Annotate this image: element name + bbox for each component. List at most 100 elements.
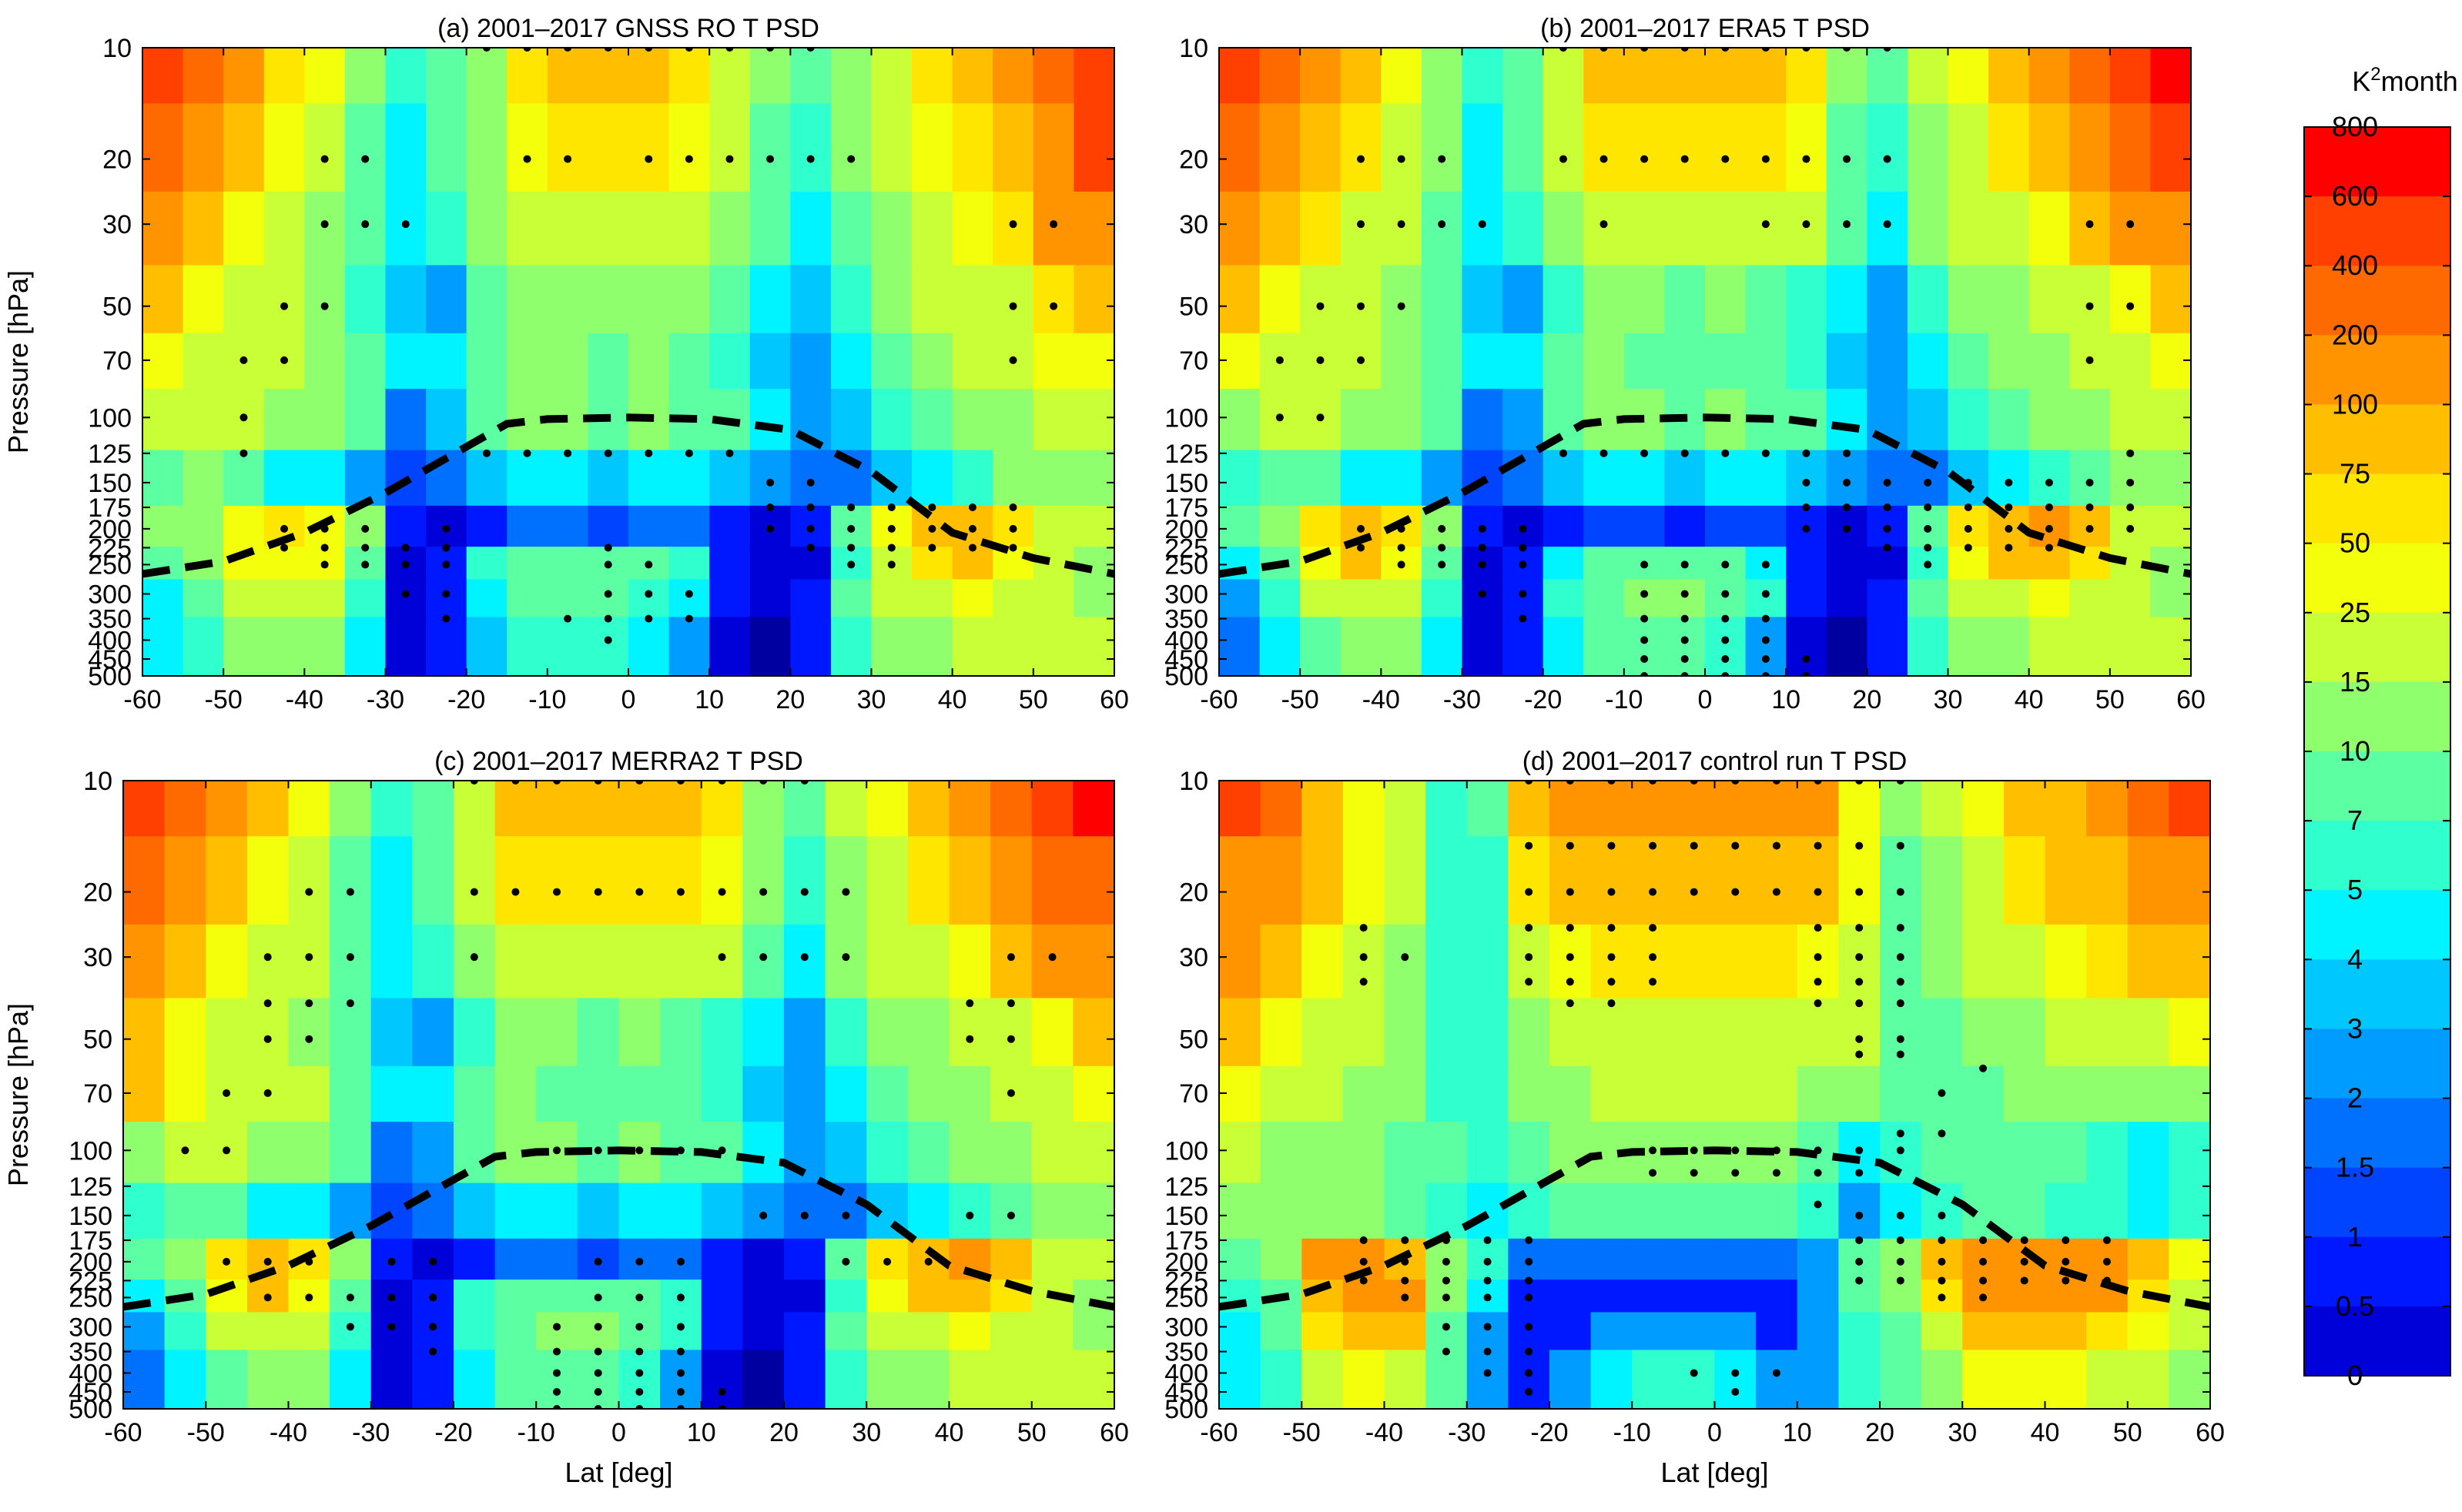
psd-cell	[588, 617, 629, 676]
psd-cell	[1756, 998, 1798, 1067]
significance-dot	[361, 560, 370, 569]
psd-cell	[2169, 1350, 2210, 1409]
psd-cell	[668, 265, 710, 334]
psd-cell	[466, 450, 507, 507]
psd-cell	[536, 1280, 578, 1313]
psd-cell	[2109, 103, 2152, 192]
psd-cell	[990, 781, 1033, 837]
psd-cell	[466, 547, 507, 580]
significance-dot	[1397, 220, 1405, 229]
psd-cell	[866, 836, 909, 925]
psd-cell	[1074, 103, 1114, 192]
significance-dot	[1009, 220, 1017, 229]
psd-cell	[1583, 505, 1625, 547]
psd-cell	[784, 1122, 826, 1184]
significance-dot	[1855, 978, 1864, 986]
psd-cell	[344, 191, 387, 266]
significance-dot	[759, 1211, 768, 1219]
psd-cell	[990, 924, 1033, 999]
psd-cell	[246, 781, 290, 837]
psd-cell	[1590, 836, 1633, 925]
tropopause-line	[142, 413, 1114, 578]
significance-dot	[1938, 1211, 1946, 1219]
psd-cell	[1259, 103, 1301, 192]
significance-dot	[2005, 503, 2013, 512]
colorbar-tick-label: 0	[2347, 1360, 2363, 1391]
psd-cell	[2003, 1183, 2046, 1239]
psd-cell	[1838, 1183, 1881, 1239]
psd-cell	[628, 48, 670, 104]
significance-dot	[181, 1146, 189, 1155]
psd-cell	[1031, 1238, 1074, 1280]
significance-dot	[1397, 302, 1405, 310]
psd-cell	[1745, 450, 1787, 507]
psd-cell	[330, 1350, 372, 1409]
psd-cell	[2169, 924, 2210, 999]
psd-cell	[1031, 924, 1074, 999]
psd-cell	[1745, 48, 1787, 104]
psd-cell	[183, 265, 224, 334]
psd-cell	[1342, 781, 1385, 837]
psd-cell	[2069, 579, 2111, 618]
significance-dot	[1883, 544, 1891, 552]
x-tick-label: -30	[1448, 1418, 1486, 1447]
x-tick-label: -30	[367, 685, 404, 714]
psd-cell	[949, 1350, 991, 1409]
psd-cell	[2003, 1312, 2046, 1351]
psd-cell	[618, 836, 661, 925]
psd-cell	[2069, 617, 2111, 676]
significance-dot	[1442, 1276, 1450, 1285]
y-tick-label: 200	[1164, 1248, 1208, 1277]
psd-cell	[1962, 781, 2005, 837]
psd-cell	[660, 1065, 702, 1122]
psd-cell	[1583, 450, 1625, 507]
significance-dot	[346, 1323, 354, 1331]
y-tick-label: 70	[102, 346, 132, 376]
psd-cell	[454, 1280, 496, 1313]
psd-cell	[1502, 191, 1544, 266]
psd-cell	[330, 1183, 372, 1239]
significance-dot	[1525, 1369, 1533, 1377]
psd-cell	[1867, 450, 1908, 507]
psd-cell	[1921, 1312, 1963, 1351]
significance-dot	[676, 1388, 685, 1397]
significance-dot	[442, 524, 451, 533]
significance-dot	[1802, 672, 1810, 676]
significance-dot	[645, 614, 653, 623]
psd-cell	[1384, 1122, 1426, 1184]
psd-cell	[454, 1350, 496, 1409]
psd-cell	[385, 333, 427, 390]
psd-cell	[1786, 103, 1827, 192]
significance-dot	[1680, 48, 1689, 52]
psd-cell	[1867, 103, 1908, 192]
psd-cell	[1340, 617, 1382, 676]
psd-cell	[1756, 1183, 1798, 1239]
significance-dot	[401, 560, 410, 569]
psd-cell	[749, 191, 791, 266]
psd-cell	[866, 1312, 909, 1351]
significance-dot	[1640, 48, 1649, 52]
significance-dot	[361, 155, 370, 163]
y-tick-label: 400	[1164, 1359, 1208, 1388]
significance-dot	[1559, 449, 1567, 457]
psd-cell	[1033, 579, 1075, 618]
y-tick-label: 20	[102, 146, 132, 175]
psd-cell	[949, 781, 991, 837]
psd-cell	[1988, 191, 2030, 266]
significance-dot	[847, 560, 856, 569]
psd-cell	[1867, 547, 1908, 580]
psd-cell	[1301, 924, 1344, 999]
significance-dot	[2126, 478, 2135, 487]
psd-cell	[344, 103, 387, 192]
psd-cell	[1623, 265, 1666, 334]
psd-cell	[1962, 1065, 2005, 1122]
psd-cell	[1867, 265, 1908, 334]
significance-dot	[1896, 1050, 1904, 1059]
psd-cell	[742, 1238, 785, 1280]
significance-dot	[1483, 1293, 1492, 1302]
significance-dot	[1357, 544, 1365, 552]
significance-dot	[1855, 953, 1864, 962]
psd-cell	[1502, 617, 1544, 676]
psd-cell	[1988, 265, 2030, 334]
significance-dot	[1649, 978, 1657, 986]
